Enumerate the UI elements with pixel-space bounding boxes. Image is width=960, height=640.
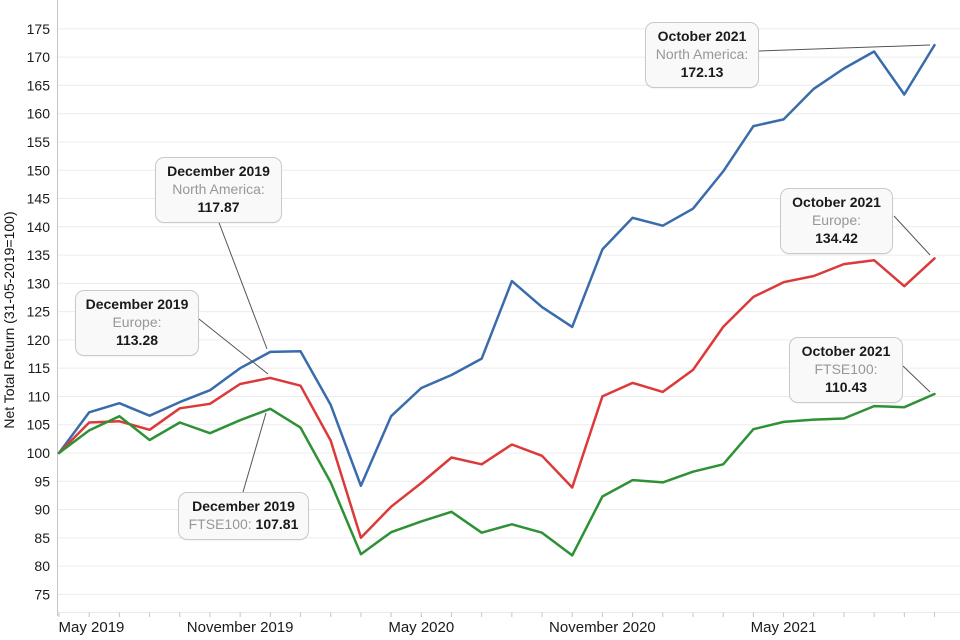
y-tick-label: 95	[34, 473, 50, 489]
y-tick-label: 120	[27, 332, 51, 348]
annotation-series-label: FTSE100:	[814, 360, 878, 377]
x-tick-label: November 2019	[187, 619, 294, 636]
annotation-value: 113.28	[115, 331, 159, 348]
annotation-connector-dec-ft	[242, 412, 267, 493]
annotation-december-2019-europe: December 2019 Europe: 113.28	[75, 290, 199, 356]
y-tick-label: 155	[27, 134, 51, 150]
annotation-connector-dec-na	[217, 219, 268, 350]
y-tick-label: 135	[27, 247, 51, 263]
y-tick-label: 80	[34, 558, 50, 574]
y-tick-label: 105	[27, 417, 51, 433]
annotation-series-label: Europe:	[811, 211, 862, 228]
annotation-title: October 2021	[657, 28, 747, 44]
annotation-inline-row: FTSE100: 107.81	[185, 516, 302, 534]
y-tick-label: 175	[27, 21, 51, 37]
y-tick-label: 150	[27, 162, 51, 178]
y-tick-label: 90	[34, 502, 50, 518]
annotation-october-2021-europe: October 2021 Europe: 134.42	[780, 188, 893, 254]
axes-group: 75 80 85 90 95 100 105 110 115 120 125 130 135 140 145…	[27, 0, 960, 636]
annotation-connector-oct-na	[758, 44, 931, 52]
annotation-series-label: North America:	[655, 45, 749, 62]
series-line-north-america	[57, 43, 936, 488]
x-tick-label: May 2021	[751, 619, 817, 636]
annotation-title: October 2021	[792, 194, 881, 210]
series-lines-group	[57, 43, 936, 557]
y-tick-label: 165	[27, 77, 51, 93]
annotation-title: December 2019	[192, 498, 295, 514]
annotation-series-label: North America:	[172, 180, 265, 197]
x-tick-label: May 2019	[59, 619, 125, 636]
annotation-connector-oct-ft	[902, 365, 931, 393]
y-tick-label: 160	[27, 106, 51, 122]
annotation-value: 172.13	[680, 63, 724, 80]
x-tick-label: November 2020	[549, 619, 656, 636]
annotation-value: 117.87	[197, 198, 240, 215]
annotation-series-label: FTSE100:	[188, 515, 252, 532]
y-axis-title: Net Total Return (31-05-2019=100)	[1, 211, 17, 428]
y-tick-label: 130	[27, 275, 51, 291]
y-tick-label: 170	[27, 49, 51, 65]
y-tick-label: 85	[34, 530, 50, 546]
annotation-october-2021-ftse100: October 2021 FTSE100: 110.43	[789, 337, 903, 403]
annotation-title: December 2019	[167, 163, 270, 179]
y-tick-label: 145	[27, 191, 51, 207]
annotation-value: 110.43	[824, 378, 868, 395]
annotation-series-label: Europe:	[112, 313, 162, 330]
annotation-december-2019-ftse100: December 2019 FTSE100: 107.81	[178, 492, 309, 540]
series-line-europe	[57, 257, 936, 540]
y-tick-label: 115	[28, 360, 51, 376]
series-line-ftse100	[57, 392, 936, 557]
annotation-title: December 2019	[85, 296, 189, 312]
y-tick-label: 75	[34, 586, 50, 602]
y-tick-label: 125	[27, 304, 51, 320]
annotation-value: 134.42	[815, 229, 858, 246]
y-tick-label: 100	[27, 445, 51, 461]
annotation-title: October 2021	[801, 343, 891, 359]
annotation-october-2021-north-america: October 2021 North America: 172.13	[645, 22, 759, 88]
y-tick-label: 110	[28, 388, 51, 404]
y-tick-label: 140	[27, 219, 51, 235]
annotation-connectors-group	[198, 44, 931, 493]
annotation-december-2019-north-america: December 2019 North America: 117.87	[155, 157, 282, 223]
annotation-value: 107.81	[255, 515, 299, 532]
annotation-connector-dec-eu	[198, 318, 269, 375]
x-tick-label: May 2020	[388, 619, 454, 636]
annotation-connector-oct-eu	[893, 215, 931, 256]
